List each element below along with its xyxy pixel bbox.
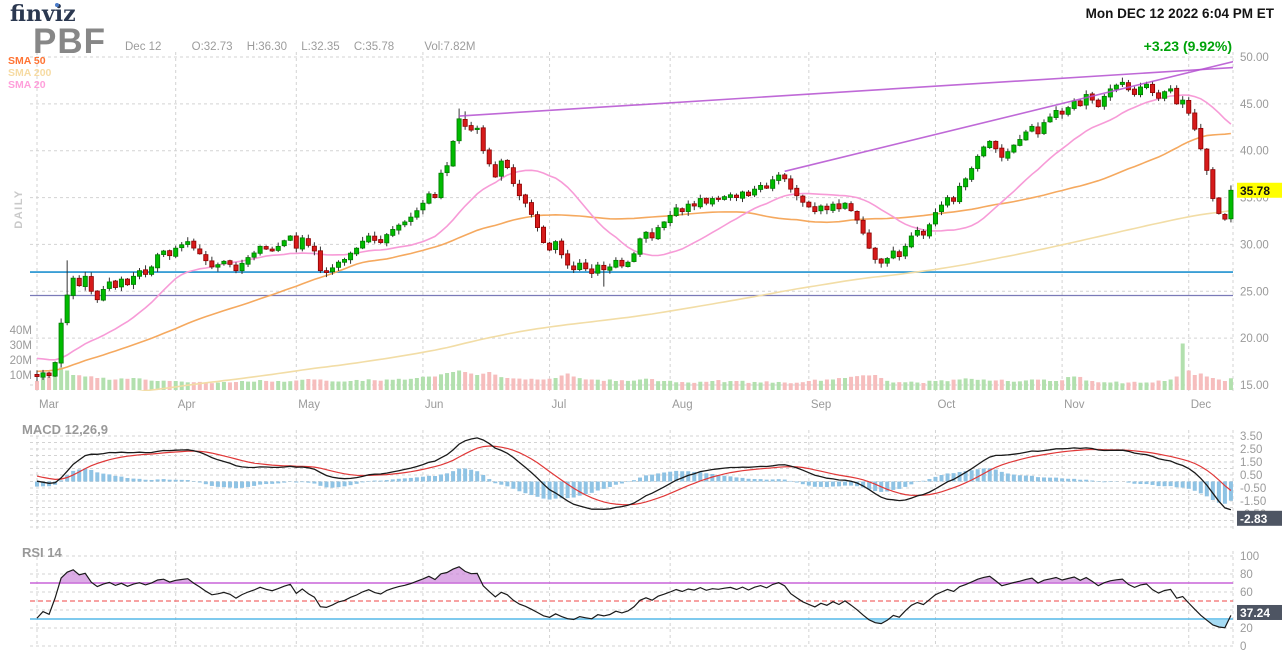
legend-sma200: SMA 200 — [8, 67, 52, 79]
svg-text:37.24: 37.24 — [1240, 606, 1270, 620]
svg-text:25.00: 25.00 — [1240, 286, 1269, 298]
svg-text:Dec: Dec — [1191, 399, 1212, 411]
market-datetime: Mon DEC 12 2022 6:04 PM ET — [1085, 6, 1274, 21]
svg-text:50.00: 50.00 — [1240, 52, 1269, 64]
volume-axis-labels: 40M 30M 20M 10M — [10, 325, 32, 382]
svg-text:20.00: 20.00 — [1240, 333, 1269, 345]
rsi-badge: 37.24 — [1237, 604, 1282, 620]
macd-badge: -2.83 — [1237, 510, 1282, 526]
svg-text:-0.50: -0.50 — [1240, 483, 1266, 495]
legend-sma20: SMA 20 — [8, 79, 46, 91]
svg-text:Mar: Mar — [39, 399, 59, 411]
svg-text:Nov: Nov — [1064, 399, 1085, 411]
session-date: Dec 12 — [125, 41, 162, 53]
svg-text:60: 60 — [1240, 587, 1253, 599]
svg-text:35.78: 35.78 — [1240, 184, 1270, 198]
svg-text:May: May — [298, 399, 320, 411]
svg-text:20M: 20M — [10, 355, 32, 367]
svg-text:Aug: Aug — [672, 399, 692, 411]
svg-text:0: 0 — [1240, 641, 1246, 653]
svg-text:Jun: Jun — [425, 399, 444, 411]
price-badge: 35.78 — [1237, 182, 1282, 198]
macd-panel-grid — [30, 435, 1233, 528]
open-value: O:32.73 — [191, 41, 233, 53]
svg-text:0.50: 0.50 — [1240, 470, 1262, 482]
macd-panel-label: MACD 12,26,9 — [22, 422, 108, 437]
sma20-line — [36, 94, 1232, 361]
close-value: C:35.78 — [353, 41, 395, 53]
finviz-logo[interactable]: finviz — [10, 1, 76, 27]
svg-text:Apr: Apr — [178, 399, 196, 411]
svg-text:-2.83: -2.83 — [1240, 512, 1268, 526]
low-value: L:32.35 — [301, 41, 340, 53]
svg-text:15.00: 15.00 — [1240, 380, 1269, 392]
legend-sma50: SMA 50 — [8, 55, 46, 67]
ohlc-info-row: Dec 12 O:32.73 H:36.30 L:32.35 C:35.78 V… — [125, 41, 486, 53]
price-panel-grid — [30, 52, 1234, 647]
sma200-line — [136, 209, 1232, 391]
logo-i-dot: i — [54, 1, 64, 27]
svg-text:30.00: 30.00 — [1240, 239, 1269, 251]
month-labels: Mar Apr May Jun Jul Aug Sep Oct Nov Dec — [39, 399, 1211, 411]
svg-text:80: 80 — [1240, 569, 1253, 581]
rsi-fills — [59, 566, 1230, 628]
volume-value: Vol:7.82M — [424, 41, 476, 53]
sma-legend: SMA 50 SMA 200 SMA 20 — [8, 55, 51, 91]
candlestick-series — [34, 77, 1234, 382]
svg-text:Oct: Oct — [937, 399, 956, 411]
svg-text:3.50: 3.50 — [1240, 431, 1262, 443]
macd-histogram — [35, 468, 1233, 504]
ticker-symbol: PBF — [33, 22, 106, 61]
logo-text: finv — [10, 1, 55, 27]
svg-text:45.00: 45.00 — [1240, 99, 1269, 111]
svg-text:100: 100 — [1240, 551, 1259, 563]
svg-text:40.00: 40.00 — [1240, 146, 1269, 158]
macd-line — [36, 437, 1232, 511]
volume-bars — [35, 343, 1233, 390]
rsi-panel-grid — [30, 555, 1233, 647]
svg-text:2.50: 2.50 — [1240, 444, 1262, 456]
svg-text:1.50: 1.50 — [1240, 457, 1262, 469]
timeframe-label: DAILY — [13, 189, 25, 229]
svg-text:-1.50: -1.50 — [1240, 496, 1266, 508]
macd-signal-line — [36, 445, 1232, 506]
sma50-line — [36, 132, 1231, 373]
trendlines — [459, 60, 1233, 173]
svg-text:Jul: Jul — [552, 399, 567, 411]
svg-text:40M: 40M — [10, 325, 32, 337]
svg-text:30M: 30M — [10, 340, 32, 352]
price-change: +3.23 (9.92%) — [1143, 38, 1232, 54]
rsi-line — [36, 566, 1232, 629]
macd-axis-labels: 3.502.501.500.50-0.50-1.50-2.50 — [1240, 431, 1266, 521]
svg-text:10M: 10M — [10, 370, 32, 382]
rsi-panel-label: RSI 14 — [22, 545, 62, 560]
high-value: H:36.30 — [246, 41, 288, 53]
logo-text-end: z — [63, 1, 76, 27]
rsi-axis-labels: 100806040200 — [1240, 551, 1259, 653]
svg-text:20: 20 — [1240, 623, 1253, 635]
svg-text:Sep: Sep — [811, 399, 831, 411]
